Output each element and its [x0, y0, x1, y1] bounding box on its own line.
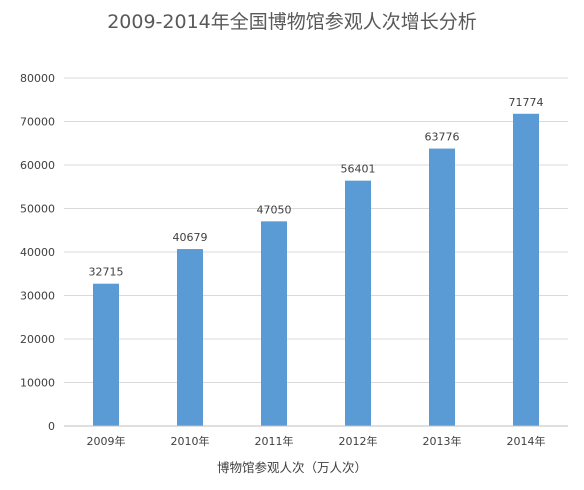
- x-category-label: 2010年: [171, 434, 210, 448]
- data-label: 32715: [89, 266, 124, 279]
- bar: [429, 148, 455, 426]
- x-category-label: 2013年: [423, 434, 462, 448]
- y-tick-label: 80000: [20, 72, 55, 85]
- y-tick-label: 50000: [20, 203, 55, 216]
- data-label: 63776: [425, 131, 460, 144]
- gridlines: [64, 77, 568, 383]
- y-tick-label: 10000: [20, 377, 55, 390]
- data-label: 47050: [257, 203, 292, 216]
- y-tick-label: 30000: [20, 290, 55, 303]
- bar: [177, 249, 203, 426]
- bar: [513, 113, 539, 427]
- bar: [261, 221, 287, 426]
- y-tick-label: 20000: [20, 333, 55, 346]
- x-category-label: 2009年: [87, 434, 126, 448]
- y-axis-ticks: 0 10000 20000 30000 40000 50000 60000 70000 8000…: [20, 72, 55, 433]
- bars: [93, 113, 539, 427]
- bar: [345, 180, 371, 426]
- y-tick-label: 70000: [20, 116, 55, 129]
- data-label: 56401: [341, 163, 376, 176]
- data-label: 40679: [173, 231, 208, 244]
- data-labels: 32715 40679 47050 56401 63776 71774: [89, 96, 544, 279]
- x-category-label: 2012年: [339, 434, 378, 448]
- bar: [93, 283, 119, 426]
- y-tick-label: 60000: [20, 159, 55, 172]
- chart-title: 2009-2014年全国博物馆参观人次增长分析: [107, 11, 477, 33]
- data-label: 71774: [509, 96, 544, 109]
- y-tick-label: 40000: [20, 246, 55, 259]
- y-tick-label: 0: [48, 420, 55, 433]
- x-category-label: 2014年: [507, 434, 546, 448]
- x-category-label: 2011年: [255, 434, 294, 448]
- x-axis-label: 博物馆参观人次（万人次）: [217, 460, 367, 475]
- x-axis-categories: 2009年 2010年 2011年 2012年 2013年 2014年: [87, 434, 546, 448]
